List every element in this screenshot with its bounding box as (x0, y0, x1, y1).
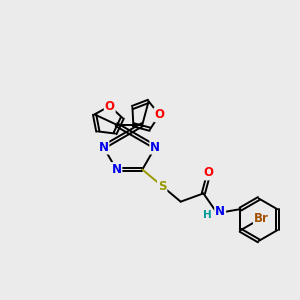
Text: Br: Br (254, 212, 269, 225)
Text: O: O (105, 100, 115, 112)
Text: N: N (150, 141, 160, 154)
Text: N: N (98, 141, 109, 154)
Text: O: O (204, 167, 214, 179)
Text: O: O (154, 108, 164, 121)
Text: N: N (215, 205, 225, 218)
Text: N: N (111, 163, 122, 176)
Text: S: S (158, 180, 167, 193)
Text: H: H (202, 210, 211, 220)
